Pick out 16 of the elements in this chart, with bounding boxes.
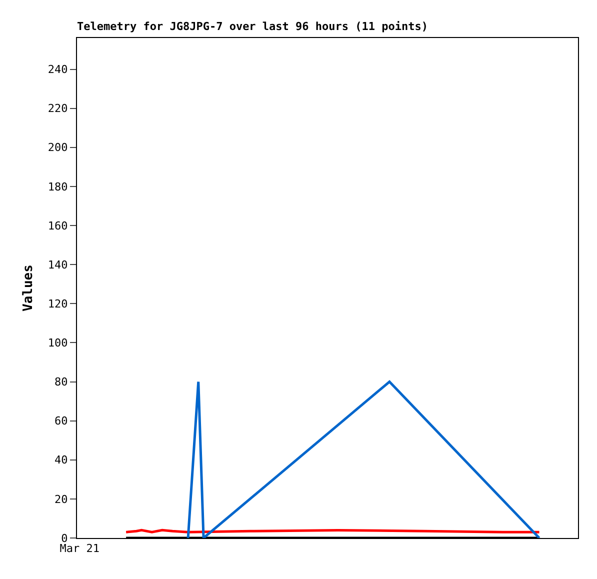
y-tick-label: 20 [54,492,68,506]
y-tick-label: 180 [48,180,68,194]
y-tick-label: 80 [54,376,68,389]
chart-title: Telemetry for JG8JPG-7 over last 96 hours (11 points) [77,20,428,33]
y-axis-title: Values [20,264,36,312]
y-tick-label: 140 [48,258,68,272]
y-tick-label: 0 [61,532,68,545]
y-tick-label: 160 [48,219,68,232]
y-tick-label: 240 [48,63,68,76]
y-tick-label: 220 [48,102,68,116]
x-tick-label: Mar 21 [60,542,100,556]
y-tick-label: 120 [48,297,68,310]
y-tick-label: 200 [48,141,68,154]
y-tick-label: 100 [48,336,68,350]
y-tick-label: 40 [54,454,68,467]
y-tick-label: 60 [54,414,68,428]
